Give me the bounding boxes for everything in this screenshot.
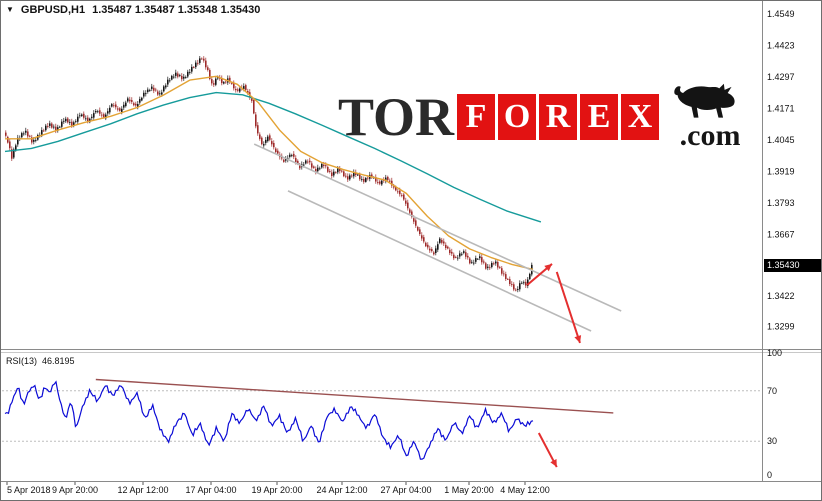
bull-logo-icon <box>674 83 735 118</box>
channel-upper-trendline[interactable] <box>253 143 622 312</box>
time-axis-label: 1 May 20:00 <box>444 485 494 495</box>
time-axis-label: 9 Apr 20:00 <box>52 485 98 495</box>
chart-header: ▼ GBPUSD,H1 1.35487 1.35487 1.35348 1.35… <box>6 4 260 16</box>
time-axis-label: 27 Apr 04:00 <box>380 485 431 495</box>
ohlc-values: 1.35487 1.35487 1.35348 1.35430 <box>92 4 261 16</box>
logo-letter-tile: R <box>539 94 578 140</box>
current-price-tag: 1.35430 <box>764 259 821 272</box>
symbol-dropdown-triangle-icon[interactable]: ▼ <box>6 5 14 14</box>
time-axis[interactable]: 5 Apr 2018 9 Apr 20:00 12 Apr 12:00 17 Apr … <box>6 482 550 495</box>
rsi-indicator-label: RSI(13) 46.8195 <box>6 356 75 366</box>
rsi-trendline[interactable] <box>95 378 614 414</box>
price-axis-label: 1.4297 <box>767 72 795 82</box>
time-axis-label: 17 Apr 04:00 <box>185 485 236 495</box>
logo-text-com: .com <box>679 119 741 152</box>
rsi-axis-label: 30 <box>767 436 777 446</box>
time-axis-label: 24 Apr 12:00 <box>316 485 367 495</box>
price-forecast-arrows <box>526 263 582 344</box>
logo-letter-tile: E <box>580 94 619 140</box>
time-axis-label: 19 Apr 20:00 <box>251 485 302 495</box>
price-axis-label: 1.4549 <box>767 9 795 19</box>
rsi-forecast-arrow <box>537 432 558 468</box>
rsi-axis-label: 70 <box>767 386 777 396</box>
logo-text-tor: TOR <box>338 87 455 147</box>
price-axis-label: 1.4045 <box>767 135 795 145</box>
time-axis-label: 12 Apr 12:00 <box>117 485 168 495</box>
price-axis-label: 1.4171 <box>767 104 795 114</box>
panel-separators <box>1 1 821 482</box>
time-axis-label: 4 May 12:00 <box>500 485 550 495</box>
time-axis-label: 5 Apr 2018 <box>7 485 51 495</box>
rsi-level-lines <box>2 390 762 442</box>
rsi-axis-label: 100 <box>767 348 782 358</box>
logo-letter-tile: X <box>621 94 660 140</box>
logo-letter-tile: O <box>498 94 537 140</box>
price-axis-label: 1.3919 <box>767 167 795 177</box>
price-axis-label: 1.3667 <box>767 230 795 240</box>
ma-slow-line <box>4 91 542 223</box>
ma-fast-line <box>5 75 534 271</box>
rsi-axis[interactable]: 100 70 30 0 <box>767 348 782 480</box>
price-axis[interactable]: 1.4549 1.4423 1.4297 1.4171 1.4045 1.3919 1.37… <box>767 9 795 332</box>
rsi-value: 46.8195 <box>42 356 75 366</box>
rsi-line <box>4 380 534 460</box>
rsi-name: RSI(13) <box>6 356 38 366</box>
logo-letter-tile: F <box>457 94 496 140</box>
price-axis-label: 1.3422 <box>767 291 795 301</box>
price-axis-label: 1.4423 <box>767 41 795 51</box>
channel-lower-trendline[interactable] <box>287 190 592 332</box>
symbol-timeframe-label: GBPUSD,H1 <box>20 4 86 16</box>
price-axis-label: 1.3793 <box>767 198 795 208</box>
rsi-axis-label: 0 <box>767 470 772 480</box>
price-axis-label: 1.3299 <box>767 322 795 332</box>
